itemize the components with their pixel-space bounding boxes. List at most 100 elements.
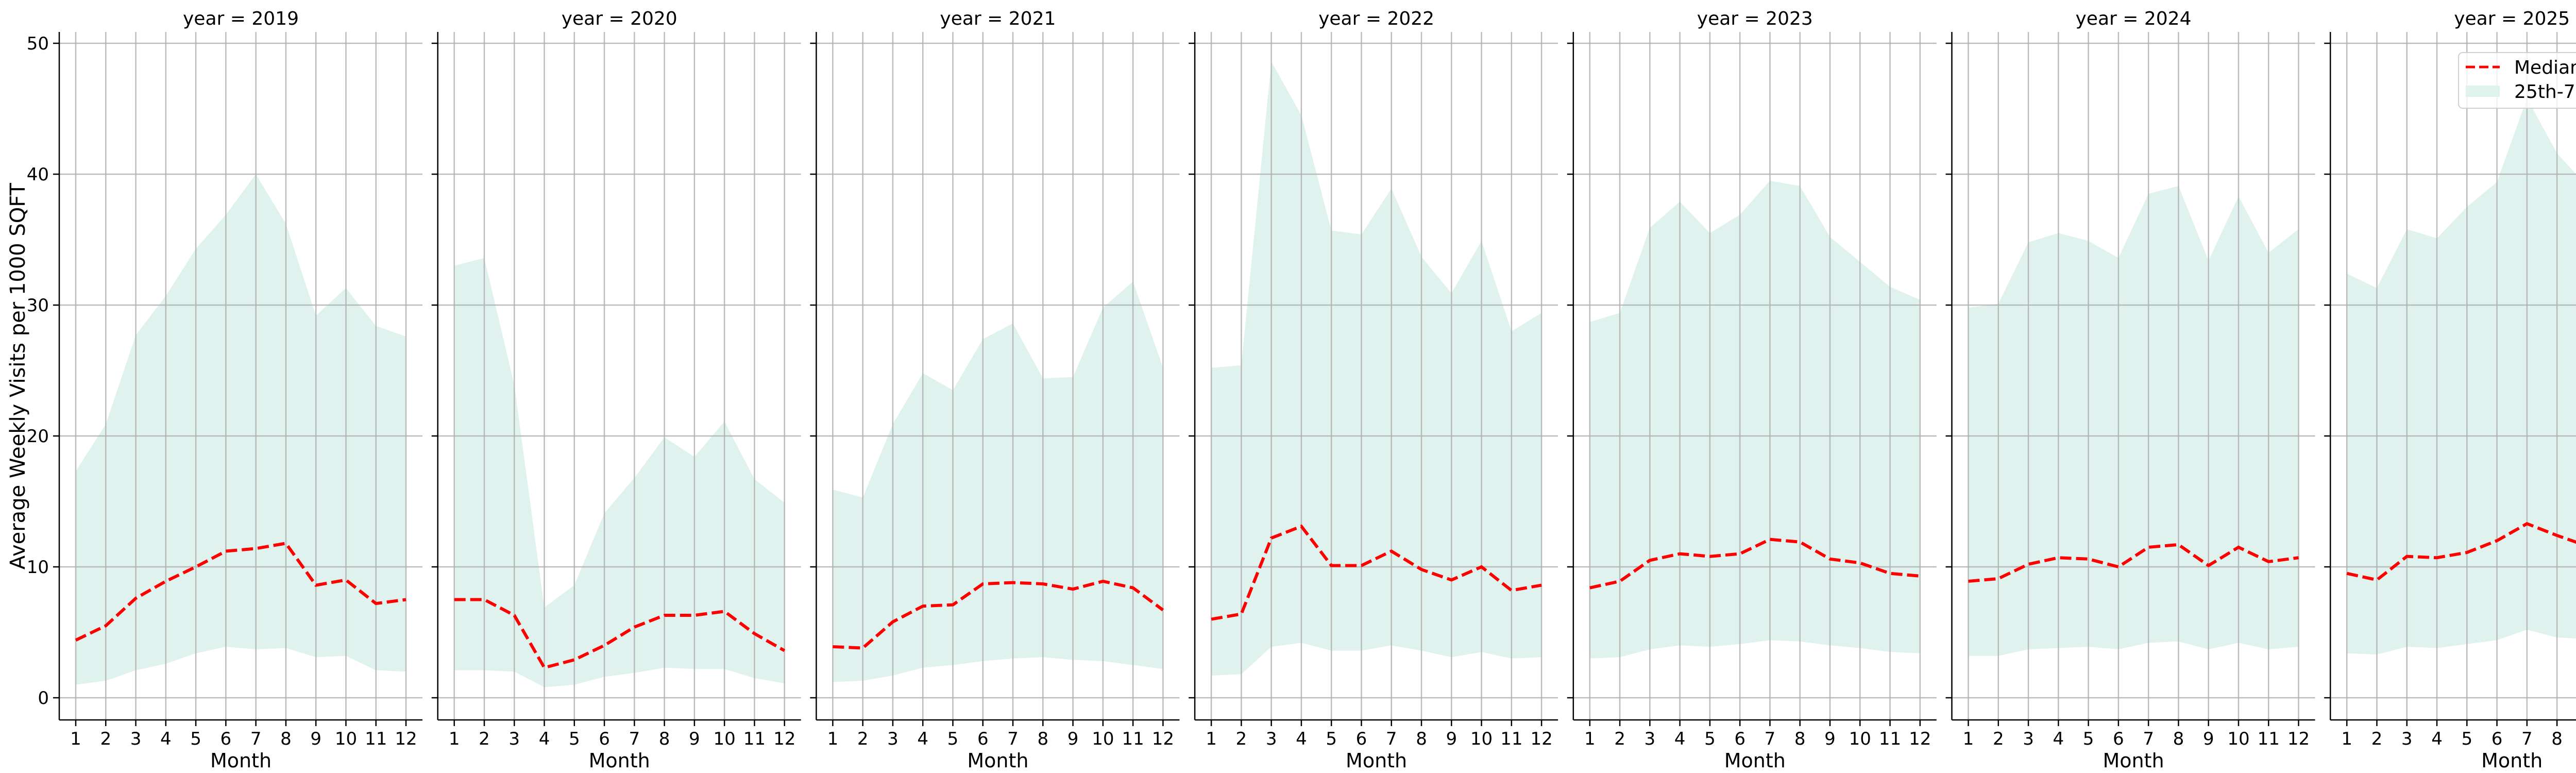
x-tick-label: 5 bbox=[569, 729, 580, 749]
x-tick-label: 12 bbox=[1152, 729, 1174, 749]
x-tick-label: 2 bbox=[2371, 729, 2383, 749]
x-tick-label: 4 bbox=[2431, 729, 2443, 749]
y-axis-label: Average Weekly Visits per 1000 SQFT bbox=[6, 182, 30, 569]
panel-title: year = 2024 bbox=[2076, 8, 2192, 29]
panel-title: year = 2022 bbox=[1318, 8, 1434, 29]
x-tick-label: 1 bbox=[70, 729, 81, 749]
panel-title: year = 2025 bbox=[2454, 8, 2570, 29]
x-tick-label: 2 bbox=[1236, 729, 1247, 749]
x-tick-label: 9 bbox=[1824, 729, 1836, 749]
percentile-band bbox=[833, 281, 1163, 682]
panel-title: year = 2019 bbox=[183, 8, 299, 29]
x-tick-label: 7 bbox=[1386, 729, 1397, 749]
x-tick-label: 9 bbox=[310, 729, 321, 749]
x-tick-label: 8 bbox=[1416, 729, 1427, 749]
y-tick-label: 30 bbox=[27, 295, 49, 316]
median-line bbox=[75, 542, 406, 642]
x-tick-label: 6 bbox=[977, 729, 989, 749]
median-line bbox=[833, 579, 1164, 650]
x-tick-label: 8 bbox=[280, 729, 292, 749]
median-line bbox=[1968, 543, 2299, 583]
panel-title: year = 2023 bbox=[1697, 8, 1813, 29]
x-tick-label: 12 bbox=[773, 729, 795, 749]
x-tick-label: 2 bbox=[1993, 729, 2004, 749]
x-tick-label: 8 bbox=[659, 729, 670, 749]
x-tick-label: 7 bbox=[629, 729, 640, 749]
legend: Median 25th-75th Percentile bbox=[2458, 52, 2576, 109]
x-tick-label: 5 bbox=[1704, 729, 1716, 749]
x-tick-label: 3 bbox=[1645, 729, 1656, 749]
legend-band-swatch bbox=[2466, 86, 2500, 97]
x-tick-label: 9 bbox=[1067, 729, 1079, 749]
y-tick-label: 20 bbox=[27, 426, 49, 447]
y-tick-label: 50 bbox=[27, 33, 49, 54]
x-tick-label: 11 bbox=[1500, 729, 1522, 749]
x-tick-label: 12 bbox=[2287, 729, 2310, 749]
x-tick-label: 4 bbox=[2053, 729, 2064, 749]
x-tick-label: 1 bbox=[827, 729, 839, 749]
x-tick-label: 9 bbox=[1446, 729, 1457, 749]
legend-band-label: 25th-75th Percentile bbox=[2514, 81, 2576, 103]
x-tick-label: 1 bbox=[449, 729, 460, 749]
y-tick-label: 40 bbox=[27, 164, 49, 185]
median-line bbox=[1589, 537, 1921, 590]
x-tick-label: 1 bbox=[1206, 729, 1217, 749]
x-tick-label: 12 bbox=[1530, 729, 1552, 749]
x-tick-label: 3 bbox=[2401, 729, 2413, 749]
x-tick-label: 8 bbox=[1794, 729, 1806, 749]
x-tick-label: 8 bbox=[2173, 729, 2184, 749]
x-tick-label: 4 bbox=[917, 729, 928, 749]
x-tick-label: 11 bbox=[1122, 729, 1144, 749]
x-tick-label: 7 bbox=[2143, 729, 2154, 749]
median-line bbox=[454, 598, 786, 670]
x-tick-label: 2 bbox=[100, 729, 111, 749]
x-axis-label: Month bbox=[2103, 749, 2164, 772]
y-tick-label: 10 bbox=[27, 557, 49, 578]
x-tick-label: 5 bbox=[947, 729, 959, 749]
median-line bbox=[2346, 522, 2576, 582]
x-tick-label: 9 bbox=[2203, 729, 2214, 749]
x-tick-label: 6 bbox=[599, 729, 610, 749]
x-tick-label: 10 bbox=[1470, 729, 1493, 749]
x-tick-label: 6 bbox=[1734, 729, 1745, 749]
x-tick-label: 12 bbox=[395, 729, 417, 749]
x-axis-label: Month bbox=[1346, 749, 1407, 772]
x-tick-label: 10 bbox=[714, 729, 736, 749]
x-tick-label: 11 bbox=[365, 729, 387, 749]
x-axis-label: Month bbox=[1724, 749, 1786, 772]
x-tick-label: 11 bbox=[1879, 729, 1901, 749]
x-tick-label: 3 bbox=[1266, 729, 1277, 749]
x-tick-label: 1 bbox=[1963, 729, 1974, 749]
x-tick-label: 8 bbox=[1037, 729, 1048, 749]
x-tick-label: 6 bbox=[2492, 729, 2503, 749]
x-tick-label: 5 bbox=[2083, 729, 2094, 749]
x-tick-label: 2 bbox=[479, 729, 490, 749]
x-tick-label: 10 bbox=[2227, 729, 2249, 749]
x-tick-label: 5 bbox=[2461, 729, 2472, 749]
panel-title: year = 2020 bbox=[562, 8, 677, 29]
percentile-band bbox=[76, 174, 406, 685]
x-axis-label: Month bbox=[210, 749, 272, 772]
x-tick-label: 11 bbox=[2258, 729, 2280, 749]
percentile-band bbox=[454, 258, 785, 687]
x-tick-label: 5 bbox=[1326, 729, 1337, 749]
x-tick-label: 3 bbox=[130, 729, 142, 749]
x-tick-label: 7 bbox=[1765, 729, 1776, 749]
x-tick-label: 4 bbox=[1674, 729, 1686, 749]
x-tick-label: 4 bbox=[539, 729, 550, 749]
x-tick-label: 7 bbox=[1007, 729, 1019, 749]
x-tick-label: 11 bbox=[743, 729, 766, 749]
percentile-band bbox=[2347, 98, 2576, 655]
x-tick-label: 6 bbox=[1356, 729, 1367, 749]
x-tick-label: 1 bbox=[2341, 729, 2352, 749]
panel-title: year = 2021 bbox=[940, 8, 1056, 29]
x-tick-label: 10 bbox=[1849, 729, 1871, 749]
x-tick-label: 10 bbox=[335, 729, 357, 749]
x-tick-label: 6 bbox=[221, 729, 232, 749]
x-tick-label: 8 bbox=[2551, 729, 2563, 749]
